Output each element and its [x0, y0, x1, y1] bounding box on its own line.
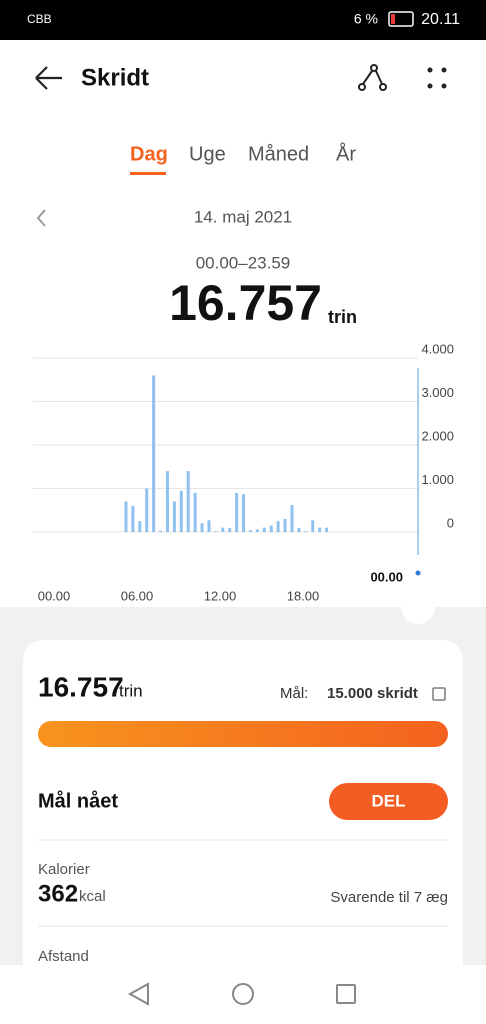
- bar: [159, 530, 163, 532]
- bar: [207, 520, 211, 532]
- y-tick-label: 1.000: [421, 472, 454, 487]
- bar: [152, 375, 156, 532]
- calories-unit: kcal: [79, 888, 106, 905]
- bar: [325, 527, 329, 532]
- edit-goal[interactable]: [432, 687, 446, 701]
- total-unit: trin: [328, 307, 357, 327]
- clock: 20.11: [421, 11, 460, 28]
- goal: 15.000 skridt: [327, 685, 418, 702]
- cursor-label: 00.00: [370, 569, 403, 584]
- summary-unit: trin: [119, 681, 143, 700]
- slider-knob[interactable]: [401, 590, 435, 624]
- tab[interactable]: Måned: [248, 143, 309, 165]
- x-tick-label: 18.00: [287, 588, 320, 603]
- nav-back[interactable]: [127, 982, 149, 1006]
- bar: [193, 492, 197, 532]
- bar: [311, 520, 315, 532]
- bar: [124, 501, 128, 532]
- page-title: Skridt: [81, 64, 149, 91]
- y-tick-label: 3.000: [421, 385, 454, 400]
- bar: [262, 527, 266, 532]
- bar: [179, 490, 183, 532]
- y-tick-label: 0: [447, 515, 454, 530]
- status-bar: [0, 0, 486, 40]
- bar: [304, 531, 308, 532]
- share-button[interactable]: [329, 783, 448, 820]
- tab[interactable]: Dag: [130, 143, 168, 165]
- bar: [131, 505, 135, 532]
- bar: [290, 505, 294, 532]
- nav-home[interactable]: [232, 983, 254, 1005]
- bar: [235, 492, 239, 532]
- bar: [138, 521, 142, 532]
- battery-text: 6 %: [354, 11, 378, 27]
- bar: [255, 529, 259, 532]
- bar: [269, 525, 273, 532]
- progress-bar: [38, 721, 448, 747]
- carrier: CBB: [27, 12, 52, 26]
- x-tick-label: 00.00: [38, 588, 71, 603]
- bar: [145, 488, 149, 532]
- calories-note: Svarende til 7 æg: [330, 889, 448, 906]
- x-tick-label: 06.00: [121, 588, 154, 603]
- bar: [283, 518, 287, 532]
- calories-value: 362: [38, 880, 78, 907]
- nav-recent[interactable]: [336, 984, 356, 1004]
- more-button[interactable]: [427, 67, 447, 89]
- x-tick-label: 12.00: [204, 588, 237, 603]
- distance-label: Afstand: [38, 948, 89, 965]
- time-range: 00.00–23.59: [196, 253, 291, 272]
- bar: [297, 528, 301, 532]
- prev-day[interactable]: [36, 209, 46, 227]
- share-button-label: DEL: [372, 791, 406, 810]
- bar: [186, 471, 190, 532]
- total-steps: 16.757: [169, 275, 322, 331]
- y-tick-label: 2.000: [421, 428, 454, 443]
- summary-steps: 16.757: [38, 671, 124, 702]
- bar: [228, 528, 232, 532]
- back-button[interactable]: [35, 66, 62, 90]
- tab[interactable]: Uge: [189, 143, 226, 165]
- tab-indicator: [130, 172, 166, 175]
- goal-label: Mål:: [280, 685, 308, 702]
- cursor-dot: [415, 570, 421, 576]
- bar: [165, 471, 169, 532]
- bar: [214, 531, 218, 532]
- bar: [200, 523, 204, 532]
- date: 14. maj 2021: [194, 207, 292, 226]
- bar: [221, 527, 225, 532]
- y-tick-label: 4.000: [421, 341, 454, 356]
- bar: [242, 494, 246, 532]
- bar: [276, 521, 280, 532]
- nav-bar: [0, 965, 486, 1024]
- calories-label: Kalorier: [38, 861, 90, 878]
- bar: [318, 527, 322, 532]
- battery-level: [391, 14, 395, 24]
- battery-icon: [388, 11, 414, 27]
- chart: 0 1.000 2.000 3.000 4.000 00.00 06.00 12.00 18.0…: [33, 341, 454, 603]
- bar: [248, 530, 252, 532]
- route-icon[interactable]: [358, 64, 387, 91]
- bar: [172, 501, 176, 532]
- goal-status: Mål nået: [38, 789, 118, 812]
- tab[interactable]: År: [336, 142, 356, 165]
